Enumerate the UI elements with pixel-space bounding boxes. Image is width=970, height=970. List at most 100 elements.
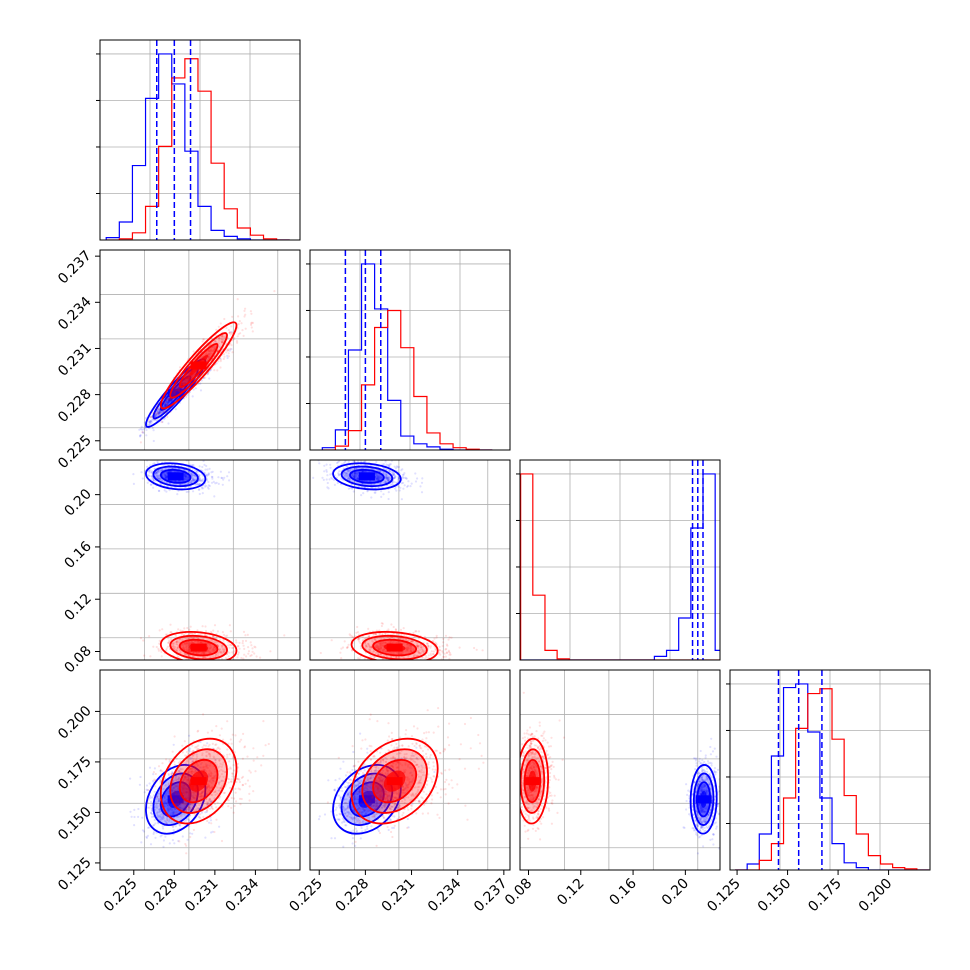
scatter-point (197, 488, 200, 491)
scatter-point (189, 654, 192, 657)
scatter-point (227, 352, 230, 355)
scatter-point (195, 471, 198, 474)
scatter-point (251, 330, 254, 333)
scatter-point (253, 645, 256, 648)
scatter-point (358, 657, 361, 660)
scatter-point (441, 651, 444, 654)
scatter-point (227, 355, 230, 358)
scatter-point (210, 799, 213, 803)
scatter-point (420, 650, 424, 653)
scatter-point (171, 467, 174, 470)
scatter-point (161, 788, 165, 791)
scatter-point (481, 649, 484, 652)
scatter-point (153, 412, 156, 415)
scatter-point (347, 469, 350, 472)
scatter-point (211, 663, 213, 665)
scatter-point (160, 817, 163, 820)
scatter-point (387, 469, 390, 472)
scatter-point (415, 654, 418, 658)
scatter-point (165, 413, 168, 416)
scatter-point (165, 396, 168, 399)
contour-peak-series-1 (190, 361, 207, 370)
scatter-point (176, 646, 179, 650)
scatter-point (149, 843, 153, 846)
scatter-point (157, 822, 160, 825)
scatter-point (222, 339, 225, 342)
scatter-point (230, 348, 233, 351)
scatter-point (387, 479, 390, 482)
scatter-point (188, 820, 191, 823)
scatter-point (222, 664, 224, 666)
scatter-point (216, 349, 219, 352)
scatter-point (447, 649, 450, 652)
scatter-point (201, 465, 204, 469)
contour-line-series-1 (350, 630, 439, 660)
scatter-point (322, 478, 325, 481)
scatter-point (224, 661, 226, 663)
scatter-point (429, 645, 432, 648)
scatter-point (422, 649, 425, 653)
scatter-point (227, 348, 230, 351)
scatter-point (409, 485, 412, 488)
scatter-point (374, 455, 376, 457)
scatter-point (176, 646, 180, 649)
y-tick-label: 0.12 (61, 591, 94, 624)
scatter-point (401, 468, 404, 471)
contour-line-series-0 (159, 468, 192, 484)
x-tick-label: 0.125 (704, 876, 744, 916)
scatter-point (153, 818, 156, 822)
scatter-point (349, 478, 352, 481)
scatter-point (191, 474, 194, 477)
scatter-point (372, 650, 375, 653)
scatter-point (397, 637, 400, 640)
scatter-point (365, 644, 368, 647)
scatter-point (202, 338, 205, 341)
scatter-point (430, 654, 433, 657)
scatter-point (411, 640, 414, 643)
scatter-point (216, 369, 219, 372)
scatter-point (400, 637, 403, 640)
scatter-point (223, 355, 226, 358)
scatter-point (222, 633, 226, 637)
scatter-point (160, 655, 163, 658)
scatter-point (157, 647, 160, 651)
scatter-point (215, 637, 218, 640)
scatter-point (384, 481, 387, 484)
scatter-point (164, 405, 167, 408)
scatter-point (139, 441, 142, 444)
scatter-point (198, 477, 201, 481)
scatter-point (206, 479, 209, 482)
scatter-point (154, 471, 157, 474)
scatter-point (173, 393, 176, 396)
scatter-point (210, 805, 213, 808)
scatter-point (412, 631, 415, 634)
scatter-point (389, 666, 391, 668)
scatter-point (394, 487, 397, 490)
scatter-point (142, 428, 145, 431)
scatter-point (182, 661, 184, 663)
scatter-point (249, 641, 252, 644)
scatter-point (443, 652, 446, 655)
scatter-point (384, 473, 387, 476)
scatter-point (351, 480, 354, 483)
scatter-point (319, 651, 322, 655)
scatter-point (450, 636, 453, 639)
scatter-point (221, 341, 224, 344)
scatter-point (161, 410, 164, 413)
scatter-point (171, 661, 173, 663)
scatter-point (369, 648, 372, 651)
scatter-point (222, 353, 226, 356)
scatter-point (147, 826, 150, 829)
scatter-point (181, 387, 184, 390)
scatter-point (159, 810, 162, 813)
scatter-point (173, 641, 176, 644)
scatter-point (337, 474, 340, 477)
scatter-point (188, 632, 191, 635)
scatter-point (157, 792, 161, 795)
scatter-point (175, 643, 178, 646)
scatter-point (251, 647, 254, 650)
scatter-point (244, 313, 247, 316)
scatter-point (422, 651, 425, 654)
scatter-point (386, 476, 389, 479)
scatter-point (202, 487, 205, 490)
